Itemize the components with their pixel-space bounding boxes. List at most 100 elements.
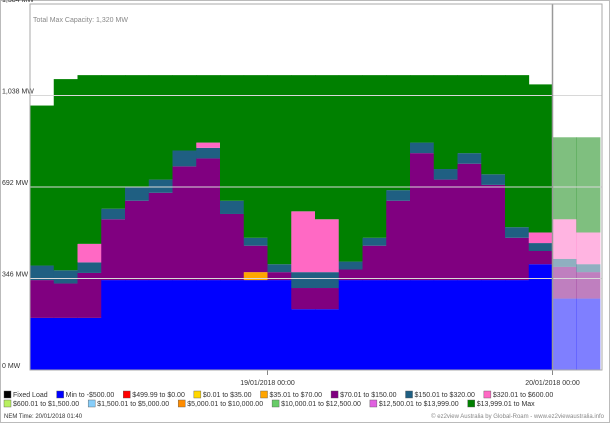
bar-segment [362,75,387,238]
bar-segment [552,258,577,267]
bar-segment [315,309,340,370]
bar-segment [243,280,268,370]
legend-item: $1,500.01 to $5,000.00 [87,399,169,408]
bar-segment [315,219,340,273]
legend-label: $499.99 to $0.00 [132,392,185,399]
bar-segment [362,245,387,281]
bar-segment [433,280,458,370]
y-tick-label: 1,384 MW [2,0,34,4]
bar-segment [481,75,506,175]
legend-item: $12,500.01 to $13,999.00 [369,399,459,408]
legend-item: $10,000.01 to $12,500.00 [271,399,361,408]
bar-segment [410,280,435,370]
y-tick-label: 1,038 MW [2,89,34,96]
bar-segment [386,280,411,370]
bar-segment [315,75,340,220]
bar-segment [196,280,221,370]
bar-segment [291,211,316,273]
bar-segment [505,237,530,281]
legend-swatch [3,390,12,399]
bar-segment [53,317,78,370]
bar-segment [291,272,316,289]
bar-segment [30,265,55,281]
bar-segment [172,75,197,151]
legend-label: $12,500.01 to $13,999.00 [379,401,459,408]
bar-segment [125,75,150,188]
y-tick-label: 346 MW [2,272,28,279]
legend-swatch [3,399,12,408]
bar-segment [125,200,150,281]
bar-segment [433,179,458,281]
bar-segment [576,137,601,233]
bar-segment [30,105,55,266]
bar-segment [528,243,553,251]
bar-segment [77,243,102,263]
bar-segment [505,75,530,228]
bar-segment [148,75,173,180]
bar-segment [77,272,102,318]
bar-segment [77,75,102,244]
bar-segment [148,280,173,370]
bar-segment [101,219,126,281]
bar-segment [576,232,601,265]
bar-segment [410,153,435,281]
legend-label: $600.01 to $1,500.00 [13,401,79,408]
legend-item: $70.01 to $150.00 [330,390,397,399]
bar-segment [220,75,245,201]
bar-segment [362,237,387,246]
bar-segment [77,317,102,370]
bar-segment [291,309,316,370]
bar-segment [243,237,268,246]
x-tick-label: 20/01/2018 00:00 [525,380,580,387]
bar-segment [220,200,245,214]
legend-swatch [56,390,64,399]
bar-segment [433,75,458,170]
bar-segment [196,147,221,159]
legend-swatch [87,399,96,408]
legend-label: $70.01 to $150.00 [340,392,397,399]
bar-segment [291,288,316,310]
legend-swatch [177,399,186,408]
bar-segment [457,163,482,281]
bar-segment [386,190,411,201]
bar-segment [30,280,55,318]
bar-segment [315,272,340,289]
bar-segment [125,280,150,370]
bar-segment [457,280,482,370]
bar-segment [386,200,411,281]
legend-swatch [467,399,475,408]
bar-segment [481,174,506,185]
bar-segment [528,250,553,265]
bar-segment [243,75,268,238]
bar-segment [196,142,221,148]
bar-segment [552,298,577,370]
bar-segment [196,158,221,281]
bar-segment [338,280,363,370]
footer-left: NEM Time: 20/01/2018 01:40 [4,414,83,420]
bar-segment [528,84,553,233]
legend-item: Fixed Load [3,390,48,399]
legend-item: $600.01 to $1,500.00 [3,399,79,408]
bar-segment [53,79,78,271]
bar-segment [53,283,78,318]
bar-segment [457,153,482,164]
bars [30,75,601,370]
bar-segment [220,213,245,281]
bar-segment [196,75,221,143]
bar-segment [220,280,245,370]
bar-segment [576,298,601,370]
legend-item: Min to -$500.00 [56,390,114,399]
bar-segment [267,264,292,273]
legend-label: $150.01 to $320.00 [415,392,475,399]
bar-segment [291,75,316,212]
bar-segment [267,272,292,281]
bar-segment [267,75,292,265]
legend-item: $13,999.01 to Max [467,399,535,408]
bar-segment [576,272,601,299]
bar-segment [148,179,173,193]
legend-swatch [271,399,280,408]
legend-label: $13,999.01 to Max [477,401,535,408]
legend-item: $35.01 to $70.00 [260,390,322,399]
x-tick-label: 19/01/2018 00:00 [240,380,295,387]
legend-swatch [405,390,413,399]
